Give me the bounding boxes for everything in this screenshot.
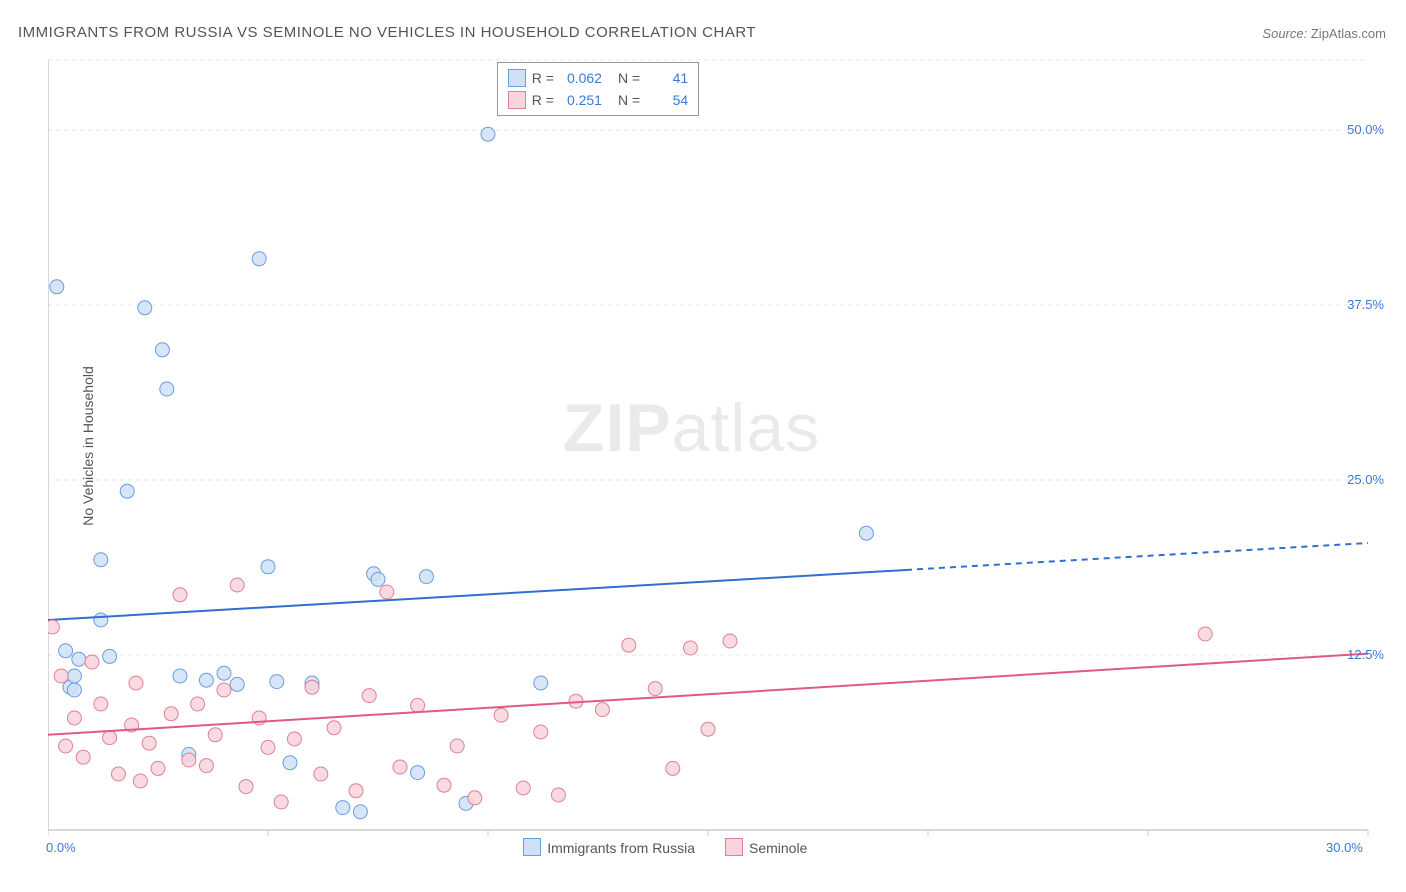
y-tick-label: 50.0% [1347, 122, 1384, 137]
source-label: Source: [1262, 26, 1307, 41]
legend-series-item: Seminole [725, 838, 807, 856]
legend-series-label: Seminole [749, 840, 807, 856]
legend-swatch [508, 69, 526, 87]
legend-n-label: N = [618, 89, 640, 111]
legend-swatch [508, 91, 526, 109]
source-value: ZipAtlas.com [1311, 26, 1386, 41]
legend-n-label: N = [618, 67, 640, 89]
y-tick-label: 12.5% [1347, 647, 1384, 662]
legend-r-label: R = [532, 89, 554, 111]
legend-series-label: Immigrants from Russia [547, 840, 695, 856]
y-tick-label: 37.5% [1347, 297, 1384, 312]
legend-r-label: R = [532, 67, 554, 89]
legend-n-value: 41 [646, 67, 688, 89]
legend-swatch [523, 838, 541, 856]
legend-series-item: Immigrants from Russia [523, 838, 695, 856]
x-tick-label: 30.0% [1326, 840, 1363, 855]
legend-stat-row: R = 0.062 N = 41 [508, 67, 688, 89]
legend-series: Immigrants from Russia Seminole [523, 838, 807, 856]
legend-n-value: 54 [646, 89, 688, 111]
source-attribution: Source: ZipAtlas.com [1262, 26, 1386, 41]
y-tick-label: 25.0% [1347, 472, 1384, 487]
legend-swatch [725, 838, 743, 856]
legend-r-value: 0.062 [560, 67, 602, 89]
x-tick-label: 0.0% [46, 840, 76, 855]
plot-svg [48, 50, 1388, 850]
legend-r-value: 0.251 [560, 89, 602, 111]
scatter-plot: ZIPatlas R =0.062N =41R =0.251N =54 Immi… [48, 50, 1388, 850]
legend-stats: R = 0.062 N = 41 R = 0.251 N = 54 [497, 62, 699, 116]
chart-title: IMMIGRANTS FROM RUSSIA VS SEMINOLE NO VE… [18, 24, 756, 41]
legend-stat-row: R = 0.251 N = 54 [508, 89, 688, 111]
